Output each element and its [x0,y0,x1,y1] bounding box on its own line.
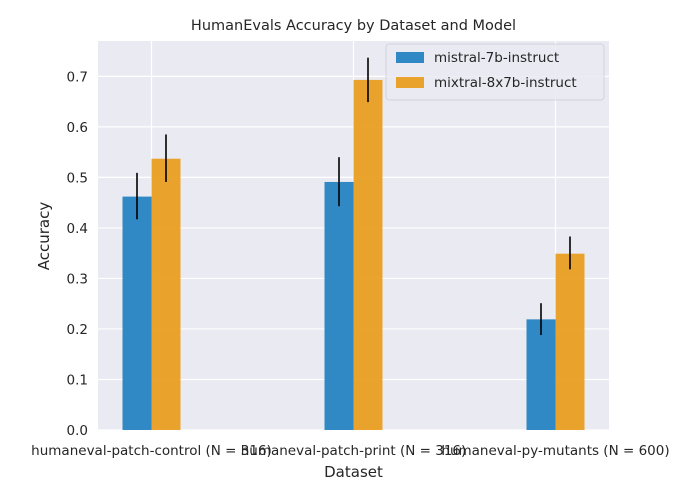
x-tick-label: humaneval-patch-print (N = 316) [241,443,467,459]
x-axis-label: Dataset [324,463,383,481]
legend-box [385,43,605,101]
bars [122,79,585,431]
legend-label-mistral: mistral-7b-instruct [434,50,559,66]
legend-swatch-mixtral [396,77,424,88]
bar-mixtral [555,253,585,430]
x-tick-labels: humaneval-patch-control (N = 316)humanev… [31,443,669,459]
y-tick-labels: 0.0 0.1 0.2 0.3 0.4 0.5 0.6 0.7 [67,69,88,439]
y-tick-label: 0.7 [67,69,88,85]
bar-mistral [324,181,354,430]
y-tick-label: 0.2 [67,322,88,338]
y-tick-label: 0.3 [67,271,88,287]
x-tick-label: humaneval-py-mutants (N = 600) [441,443,669,459]
y-tick-label: 0.6 [67,120,88,136]
y-tick-label: 0.5 [67,170,88,186]
legend-label-mixtral: mixtral-8x7b-instruct [434,75,577,91]
y-tick-label: 0.0 [67,423,88,439]
bar-mixtral [151,158,181,430]
y-tick-label: 0.1 [67,372,88,388]
bar-mixtral [353,79,383,431]
x-tick-label: humaneval-patch-control (N = 316) [31,443,272,459]
legend-swatch-mistral [396,52,424,63]
bar-mistral [526,319,556,430]
bar-mistral [122,196,152,430]
chart-title: HumanEvals Accuracy by Dataset and Model [191,18,516,34]
error-bars [136,57,571,336]
y-axis-label: Accuracy [35,202,53,271]
legend: mistral-7b-instruct mixtral-8x7b-instruc… [385,43,605,101]
y-tick-label: 0.4 [67,221,88,237]
